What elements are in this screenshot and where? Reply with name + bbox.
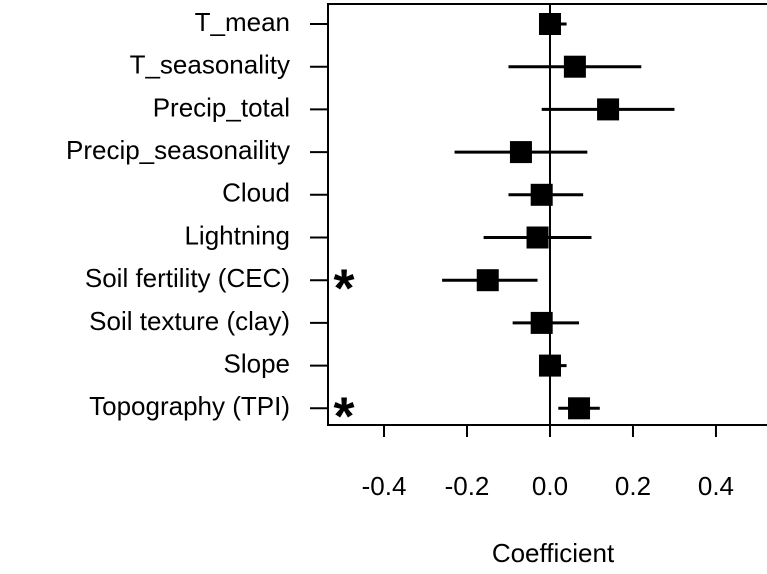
estimate: [597, 98, 620, 121]
y-tick-label: T_mean: [195, 7, 290, 37]
y-tick-label: Soil fertility (CEC): [85, 263, 290, 293]
estimate: [568, 397, 591, 420]
significance-star: *: [333, 387, 354, 447]
x-tick-label: -0.4: [362, 471, 407, 501]
x-tick-label: -0.2: [445, 471, 490, 501]
estimate: [509, 141, 532, 164]
x-axis-label: Coefficient: [492, 538, 615, 568]
estimate: [530, 311, 553, 334]
estimate: [526, 226, 549, 249]
significance-star: *: [333, 258, 354, 318]
estimate: [563, 55, 586, 78]
y-tick-label: Precip_total: [153, 92, 290, 122]
estimate: [538, 13, 561, 35]
x-tick-label: 0.2: [615, 471, 651, 501]
y-tick-label: Precip_seasonaility: [66, 135, 290, 165]
y-tick-label: Topography (TPI): [89, 391, 290, 421]
y-tick-label: Lightning: [184, 220, 290, 250]
x-tick-label: 0.0: [532, 471, 568, 501]
x-tick-label: 0.4: [698, 471, 734, 501]
y-tick-label: Slope: [224, 348, 291, 378]
estimate: [538, 354, 561, 377]
y-tick-label: T_seasonality: [130, 50, 290, 80]
y-tick-label: Soil texture (clay): [89, 306, 290, 336]
estimate: [476, 269, 499, 292]
plot-frame: [327, 3, 767, 426]
estimate: [530, 183, 553, 206]
y-tick-label: Cloud: [222, 178, 290, 208]
